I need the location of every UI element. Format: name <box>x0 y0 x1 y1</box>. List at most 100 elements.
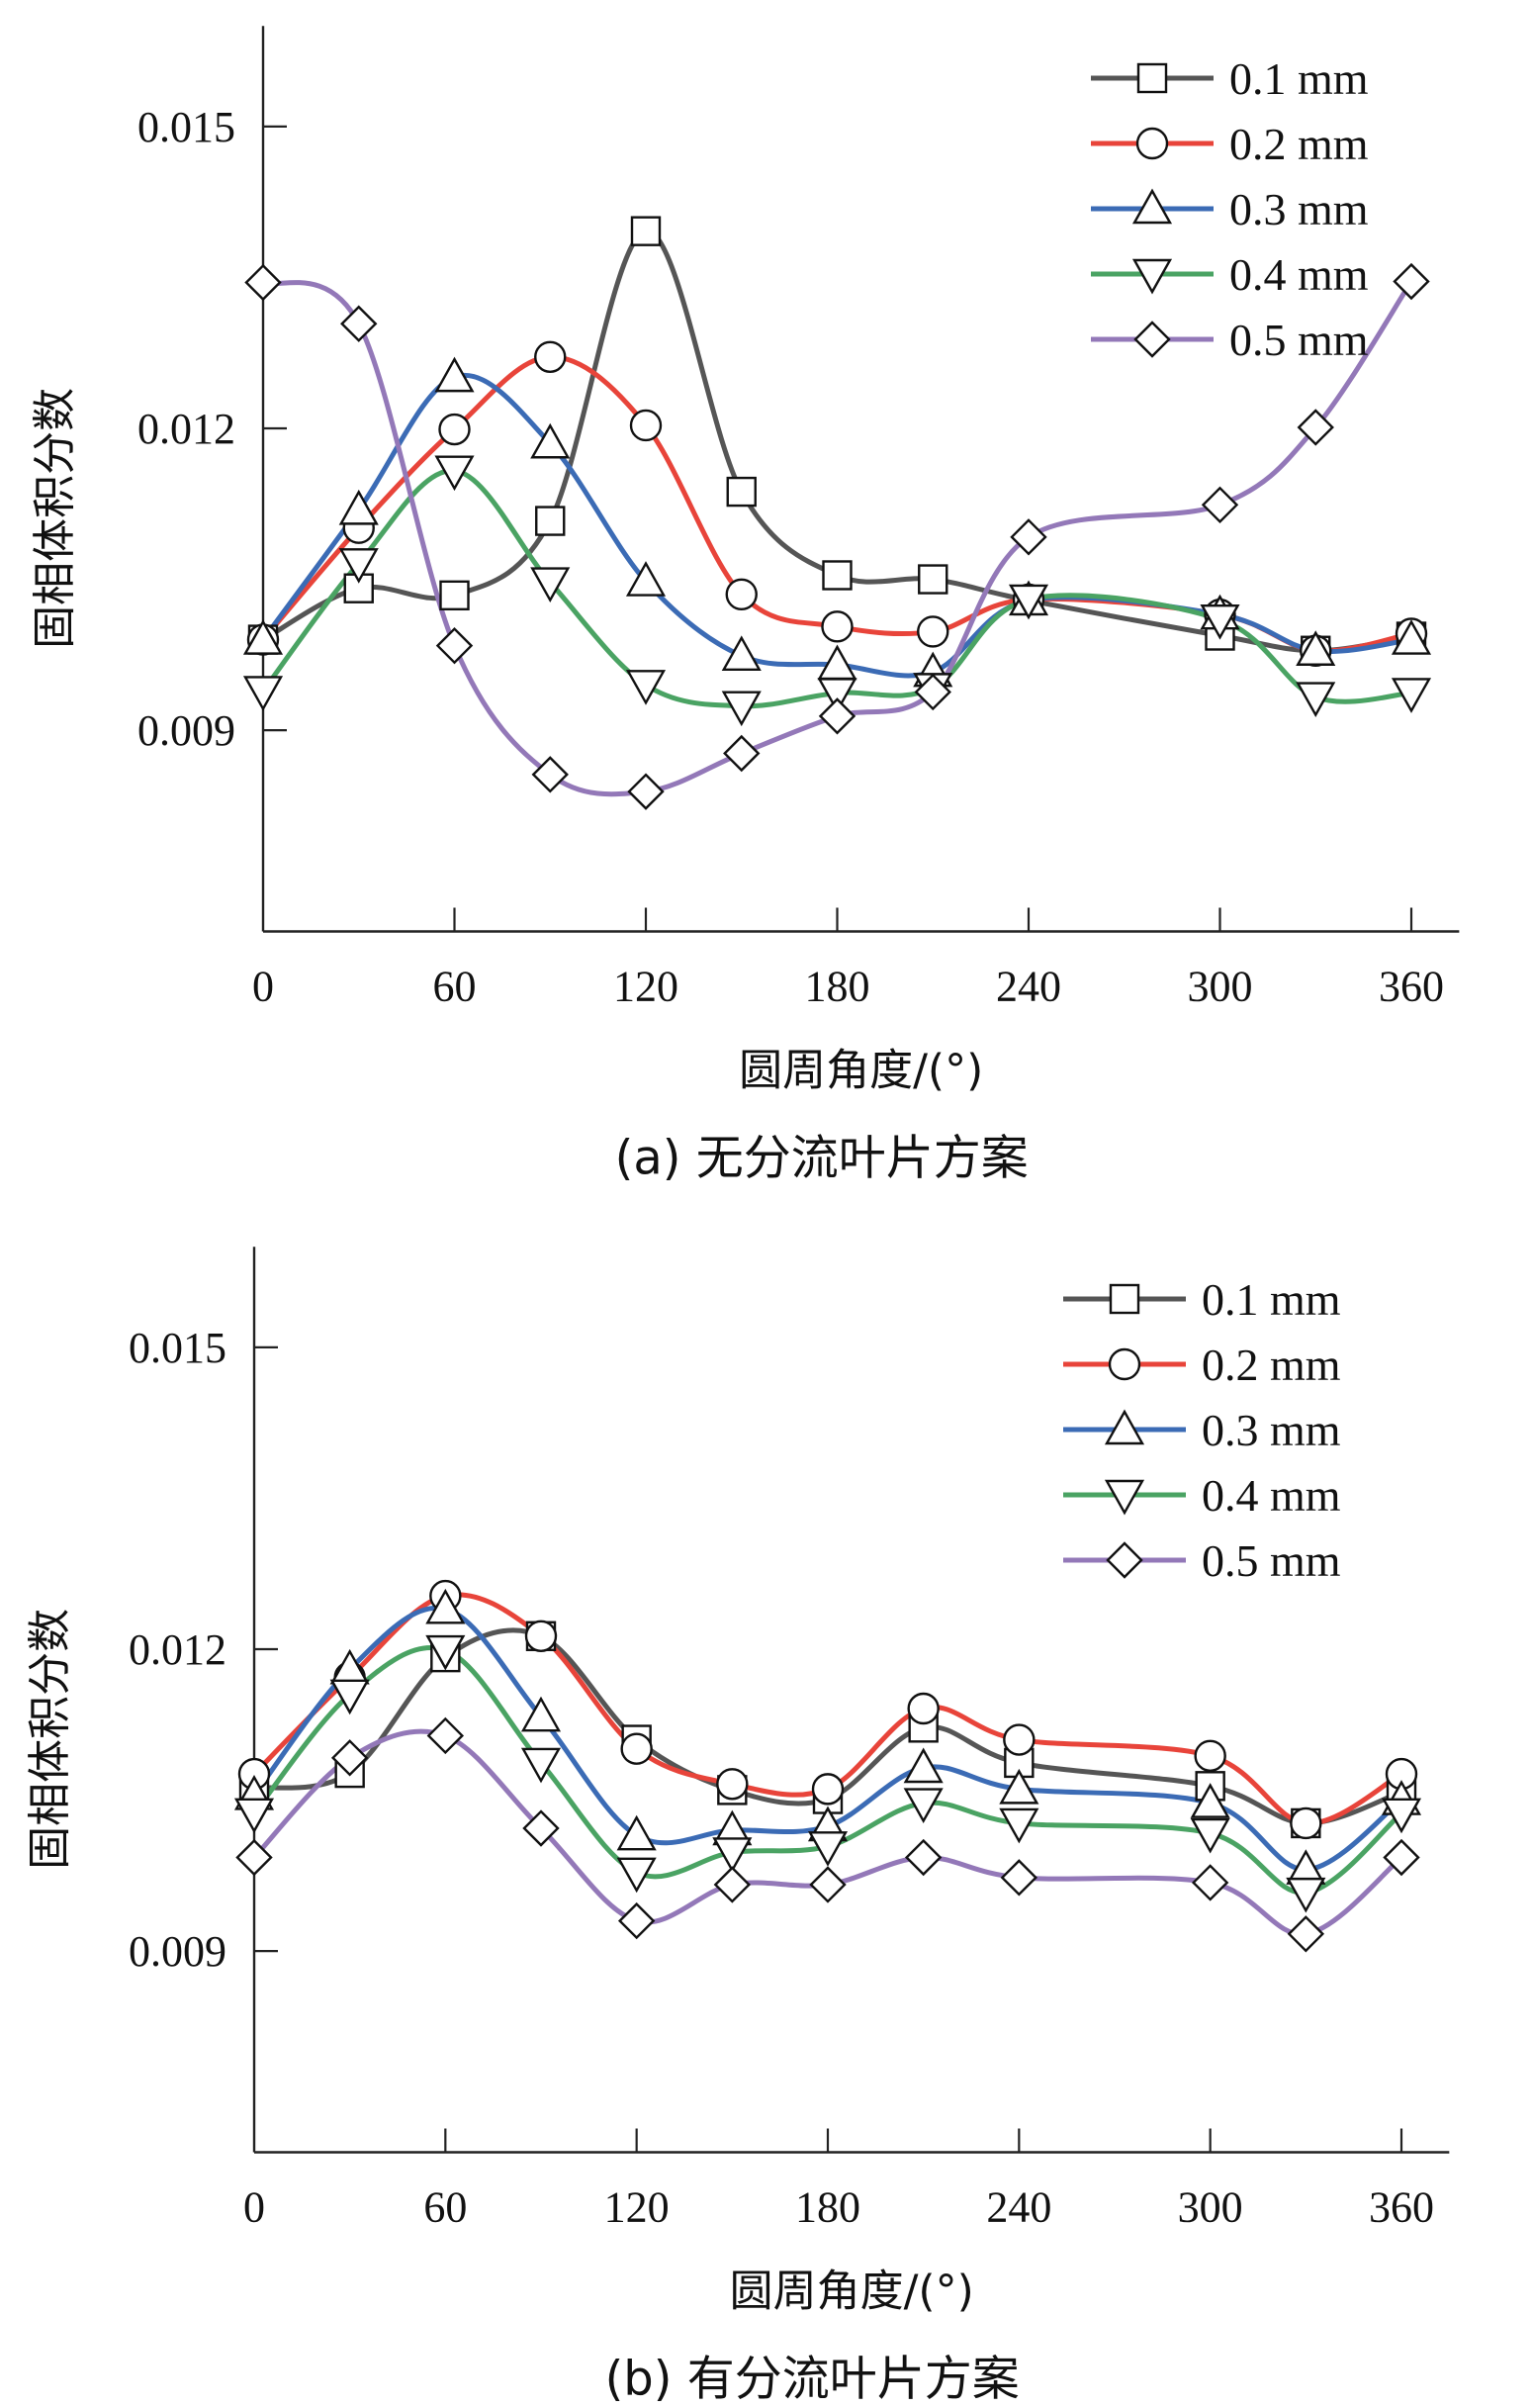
data-point-diamond <box>1000 1859 1038 1897</box>
legend-label: 0.2 mm <box>1202 1340 1341 1390</box>
data-point-triangle-down <box>329 1679 370 1715</box>
data-point-diamond <box>914 673 951 711</box>
legend-marker-diamond <box>1106 1541 1143 1579</box>
data-point-diamond <box>340 305 378 342</box>
y-tick-label: 0.012 <box>137 405 235 453</box>
x-tick-label: 180 <box>805 963 870 1011</box>
data-point-diamond <box>1393 262 1430 301</box>
data-point-triangle-up <box>1391 619 1432 655</box>
data-point-diamond <box>723 734 761 773</box>
data-point-circle <box>716 1768 749 1801</box>
legend-item: 0.5 mm <box>1063 1535 1341 1586</box>
data-point-triangle-up <box>625 561 667 597</box>
data-point-triangle-down <box>721 691 762 727</box>
plot-area <box>233 1579 1422 1953</box>
x-tick-label: 120 <box>613 963 678 1011</box>
data-point-triangle-up <box>520 1696 562 1732</box>
legend-item: 0.5 mm <box>1091 315 1369 365</box>
series-markers-3 <box>242 455 1432 727</box>
data-point-diamond <box>522 1809 560 1847</box>
chart-panel-b: 0.009 0.012 0.015 0 60 120 180 240 300 360 固相体积分数圆… <box>0 1204 1532 2408</box>
data-point-diamond <box>818 697 856 735</box>
x-tick-label: 360 <box>1369 2183 1434 2232</box>
legend-marker-square <box>1109 1283 1140 1315</box>
data-point-triangle-down <box>338 548 379 584</box>
data-point-circle <box>438 413 471 446</box>
data-point-triangle-down <box>1190 1817 1230 1854</box>
data-point-square <box>535 506 566 536</box>
legend-label: 0.5 mm <box>1229 315 1369 365</box>
legend-label: 0.3 mm <box>1229 184 1369 234</box>
data-point-triangle-up <box>530 422 571 459</box>
axes: 0.009 0.012 0.015 0 60 120 180 240 300 360 <box>137 26 1460 1011</box>
legend-item: 0.1 mm <box>1091 53 1369 104</box>
data-point-diamond <box>1010 518 1047 556</box>
series-line-0-2mm <box>260 354 1414 654</box>
data-point-triangle-up <box>721 635 762 672</box>
data-point-triangle-down <box>233 1798 275 1834</box>
series-line-0-5mm <box>260 279 1414 797</box>
data-point-triangle-down <box>625 670 667 705</box>
y-tick-label: 0.012 <box>129 1625 226 1674</box>
legend-label: 0.2 mm <box>1229 119 1369 169</box>
legend-marker-triangle-up <box>1131 188 1173 225</box>
data-point-circle <box>524 1620 558 1652</box>
y-axis-label: 固相体积分数 <box>25 1609 75 1870</box>
data-point-diamond <box>235 1838 273 1877</box>
data-point-diamond <box>244 263 282 302</box>
x-tick-label: 360 <box>1379 963 1444 1011</box>
legend-item: 0.1 mm <box>1063 1274 1341 1325</box>
data-point-triangle-up <box>434 356 475 393</box>
legend-marker-diamond <box>1133 321 1171 358</box>
y-tick-label: 0.009 <box>137 706 235 755</box>
legend-marker-triangle-down <box>1104 1479 1145 1516</box>
data-point-triangle-up <box>903 1747 944 1784</box>
y-axis-label: 固相体积分数 <box>30 388 80 649</box>
data-point-diamond <box>1201 486 1239 523</box>
legend-item: 0.2 mm <box>1063 1340 1341 1390</box>
data-point-triangle-down <box>1200 604 1240 640</box>
data-point-diamond <box>809 1866 847 1903</box>
data-point-diamond <box>904 1838 943 1877</box>
data-point-diamond <box>627 773 665 810</box>
data-point-triangle-down <box>1008 584 1049 620</box>
data-point-diamond <box>1191 1864 1229 1901</box>
series-markers-4 <box>235 1716 1420 1953</box>
data-point-diamond <box>330 1739 369 1777</box>
data-point-triangle-up <box>1190 1783 1230 1818</box>
data-point-triangle-up <box>1296 630 1336 666</box>
x-tick-label: 60 <box>423 2183 467 2232</box>
legend-label: 0.5 mm <box>1202 1535 1341 1586</box>
x-tick-label: 0 <box>243 2183 265 2232</box>
data-point-circle <box>534 340 567 373</box>
axes: 0.009 0.012 0.015 0 60 120 180 240 300 360 <box>129 1247 1450 2232</box>
data-point-triangle-down <box>425 1634 466 1671</box>
series-markers-1 <box>246 340 1428 667</box>
data-point-square <box>918 564 948 595</box>
legend-label: 0.1 mm <box>1229 53 1369 104</box>
data-point-square <box>726 476 757 508</box>
data-point-circle <box>821 610 854 643</box>
data-point-circle <box>725 578 758 611</box>
data-point-diamond <box>1287 1915 1325 1953</box>
x-axis-label: 圆周角度/(°) <box>739 1046 983 1096</box>
data-point-circle <box>907 1692 940 1725</box>
x-axis-label: 圆周角度/(°) <box>730 2267 974 2317</box>
data-point-triangle-down <box>530 567 571 603</box>
data-point-diamond <box>617 1901 656 1940</box>
data-point-circle <box>1003 1723 1036 1756</box>
data-point-triangle-down <box>807 1831 849 1867</box>
data-point-triangle-up <box>999 1768 1039 1805</box>
x-tick-label: 0 <box>252 963 274 1011</box>
data-point-diamond <box>713 1866 752 1903</box>
legend-marker-square <box>1136 62 1168 94</box>
series-markers-1 <box>237 1579 1418 1840</box>
data-point-diamond <box>1297 409 1334 446</box>
chart-panel-a: 0.009 0.012 0.015 0 60 120 180 240 300 360 固相体积分数圆… <box>30 26 1460 1186</box>
data-point-triangle-down <box>1286 1877 1326 1913</box>
y-tick-label: 0.015 <box>137 103 235 151</box>
x-tick-label: 60 <box>433 963 477 1011</box>
legend-label: 0.1 mm <box>1202 1274 1341 1325</box>
series-markers-3 <box>233 1634 1422 1913</box>
data-point-diamond <box>1383 1838 1420 1877</box>
